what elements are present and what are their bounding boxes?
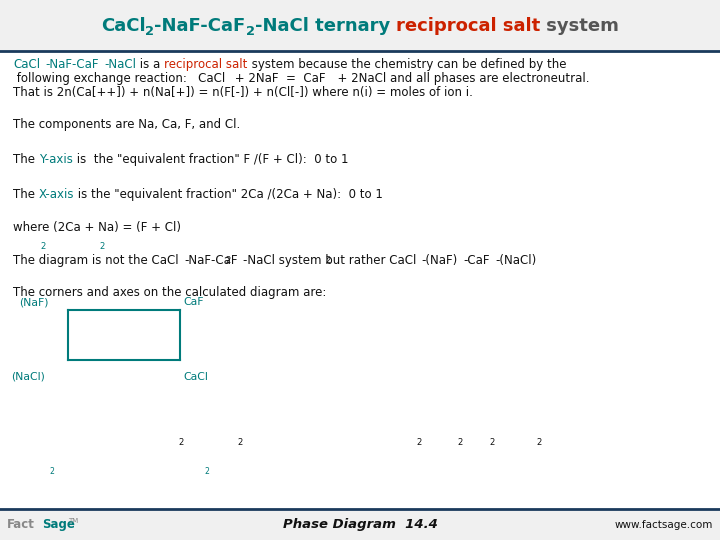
- Text: TM: TM: [68, 517, 78, 524]
- Text: is the "equivalent fraction" 2Ca /(2Ca + Na):  0 to 1: is the "equivalent fraction" 2Ca /(2Ca +…: [74, 188, 383, 201]
- Text: 2: 2: [325, 255, 330, 265]
- Text: 2: 2: [145, 25, 154, 38]
- Text: 2: 2: [49, 467, 54, 476]
- Text: CaCl: CaCl: [184, 372, 209, 382]
- Text: 2: 2: [416, 437, 422, 447]
- Text: 2: 2: [40, 241, 45, 251]
- Text: 2: 2: [99, 241, 104, 251]
- Text: -NaCl system but rather CaCl: -NaCl system but rather CaCl: [243, 254, 416, 267]
- Text: is  the "equivalent fraction" F /(F + Cl):  0 to 1: is the "equivalent fraction" F /(F + Cl)…: [73, 153, 348, 166]
- Text: + 2NaF  =  CaF: + 2NaF = CaF: [230, 72, 325, 85]
- Text: 2: 2: [225, 255, 230, 265]
- Text: The components are Na, Ca, F, and Cl.: The components are Na, Ca, F, and Cl.: [13, 118, 240, 131]
- Text: -NaF-CaF: -NaF-CaF: [184, 254, 238, 267]
- Text: -NaCl ternary: -NaCl ternary: [255, 17, 396, 35]
- Text: X-axis: X-axis: [39, 188, 74, 201]
- Text: 2: 2: [490, 437, 495, 447]
- Text: (NaCl): (NaCl): [11, 372, 45, 382]
- Text: -(NaCl): -(NaCl): [495, 254, 536, 267]
- Text: CaF: CaF: [184, 298, 204, 307]
- Text: Fact: Fact: [7, 518, 35, 531]
- Text: That is 2n(Ca[++]) + n(Na[+]) = n(F[-]) + n(Cl[-]) where n(i) = moles of ion i.: That is 2n(Ca[++]) + n(Na[+]) = n(F[-]) …: [13, 86, 473, 99]
- Text: system: system: [541, 17, 619, 35]
- Text: Sage: Sage: [42, 518, 75, 531]
- Text: 2: 2: [204, 467, 209, 476]
- Text: 2: 2: [238, 437, 243, 447]
- Text: Phase Diagram  14.4: Phase Diagram 14.4: [282, 518, 438, 531]
- Text: -(NaF): -(NaF): [422, 254, 458, 267]
- Text: 2: 2: [179, 437, 184, 447]
- Text: The: The: [13, 188, 39, 201]
- Text: The diagram is not the CaCl: The diagram is not the CaCl: [13, 254, 179, 267]
- Text: + 2NaCl and all phases are electroneutral.: + 2NaCl and all phases are electroneutra…: [330, 72, 590, 85]
- Text: reciprocal salt: reciprocal salt: [396, 17, 541, 35]
- Text: The corners and axes on the calculated diagram are:: The corners and axes on the calculated d…: [13, 286, 326, 299]
- Text: Y-axis: Y-axis: [39, 153, 73, 166]
- Text: CaCl: CaCl: [101, 17, 145, 35]
- Text: -NaCl: -NaCl: [104, 58, 136, 71]
- Text: following exchange reaction:   CaCl: following exchange reaction: CaCl: [13, 72, 225, 85]
- Text: reciprocal salt: reciprocal salt: [164, 58, 248, 71]
- Text: -NaF-CaF: -NaF-CaF: [45, 58, 99, 71]
- Text: (NaF): (NaF): [19, 298, 49, 307]
- Text: The: The: [13, 153, 39, 166]
- Text: 2: 2: [246, 25, 255, 38]
- Text: 2: 2: [458, 437, 463, 447]
- Text: -NaF-CaF: -NaF-CaF: [154, 17, 246, 35]
- Text: is a: is a: [136, 58, 164, 71]
- Text: where (2Ca + Na) = (F + Cl): where (2Ca + Na) = (F + Cl): [13, 221, 181, 234]
- Text: 2: 2: [536, 437, 541, 447]
- Text: www.factsage.com: www.factsage.com: [614, 520, 713, 530]
- Text: CaCl: CaCl: [13, 58, 40, 71]
- Text: system because the chemistry can be defined by the: system because the chemistry can be defi…: [248, 58, 566, 71]
- Text: -CaF: -CaF: [463, 254, 490, 267]
